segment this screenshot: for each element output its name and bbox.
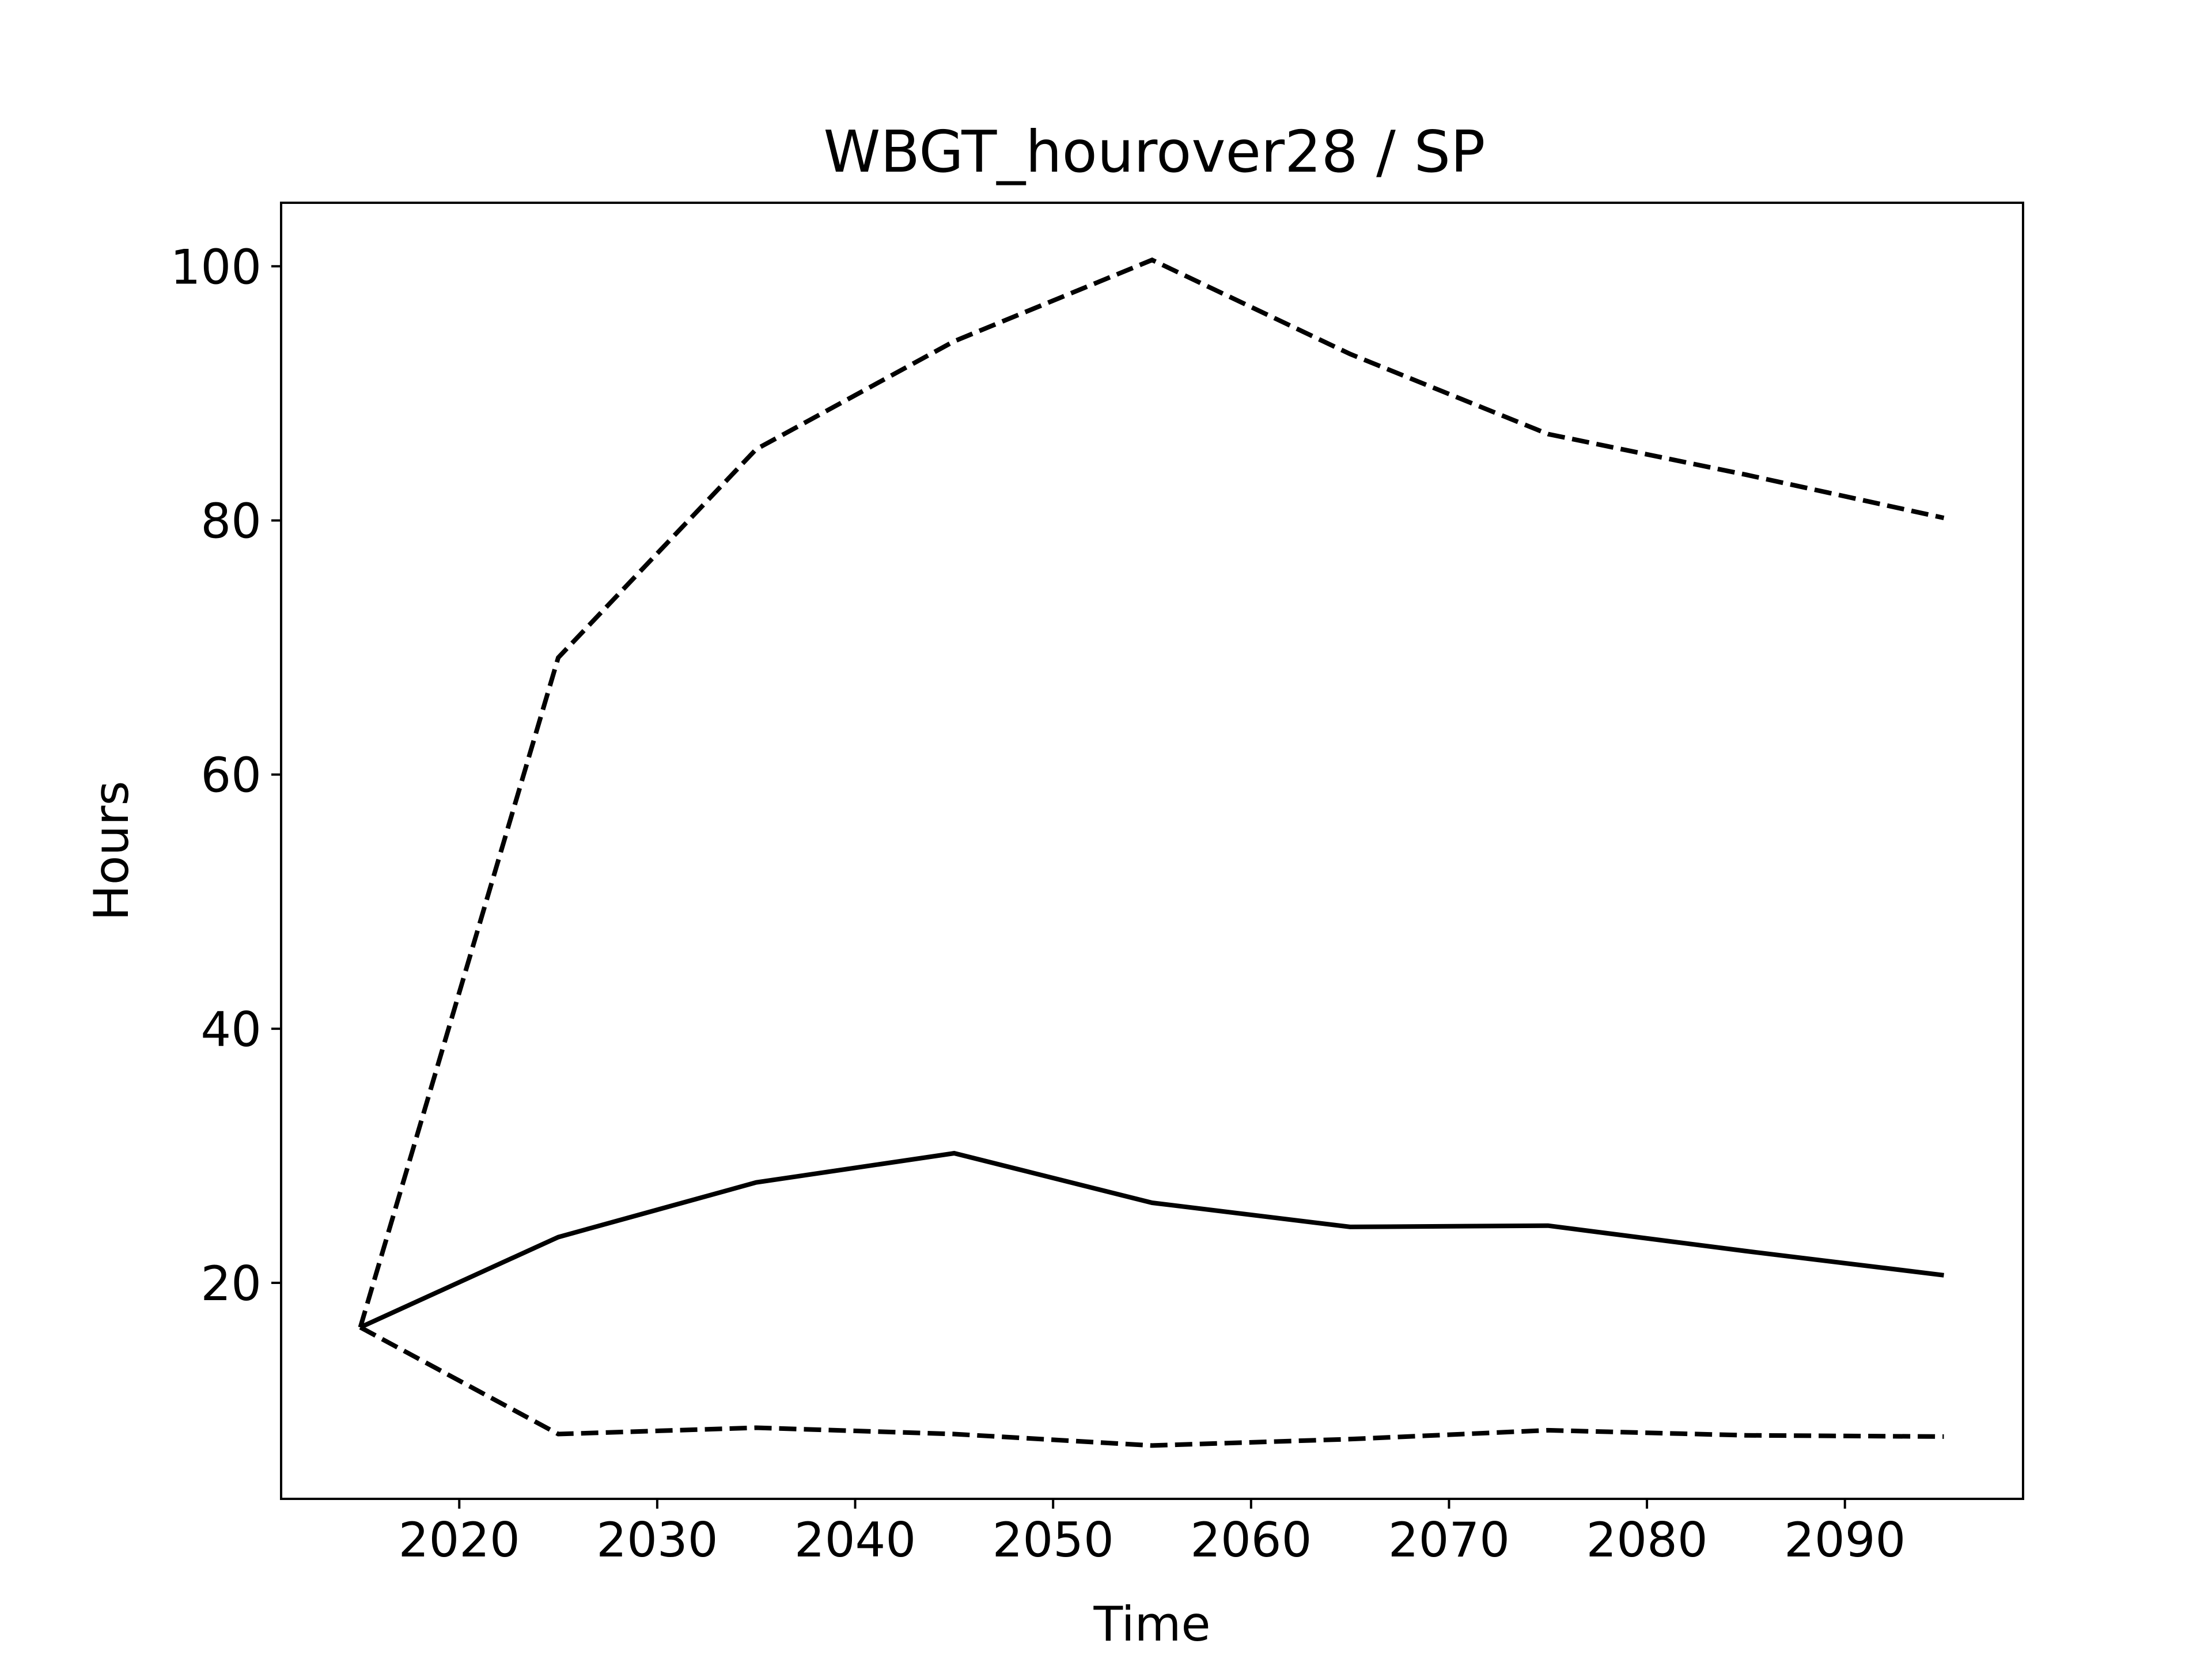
x-tick-label: 2070 [1388, 1512, 1510, 1568]
plot-frame [280, 202, 2024, 1500]
y-tick-label: 80 [200, 493, 262, 549]
x-axis-ticks: 2020 2030 2040 2050 2060 2070 2080 2090 [399, 1499, 1906, 1568]
x-tick-label: 2040 [794, 1512, 916, 1568]
x-tick-label: 2050 [993, 1512, 1114, 1568]
series-line-2-dashed [358, 257, 1945, 1328]
series-line-3-dashed [359, 1325, 1944, 1448]
plot-series [358, 257, 1945, 1448]
y-tick-label: 100 [171, 239, 262, 295]
chart-title: WBGT_hourover28 / SP [824, 118, 1486, 185]
y-axis-label: Hours [84, 781, 139, 921]
y-axis-ticks: 20 40 60 80 100 [171, 239, 281, 1312]
x-axis-label: Time [1093, 1596, 1210, 1652]
y-tick-label: 60 [200, 748, 262, 804]
y-tick-label: 20 [200, 1256, 262, 1312]
series-line-1-solid [359, 1150, 1944, 1330]
x-tick-label: 2060 [1190, 1512, 1312, 1568]
x-tick-label: 2090 [1784, 1512, 1906, 1568]
x-tick-label: 2030 [596, 1512, 718, 1568]
y-tick-label: 40 [200, 1002, 262, 1058]
x-tick-label: 2020 [399, 1512, 520, 1568]
x-tick-label: 2080 [1586, 1512, 1707, 1568]
